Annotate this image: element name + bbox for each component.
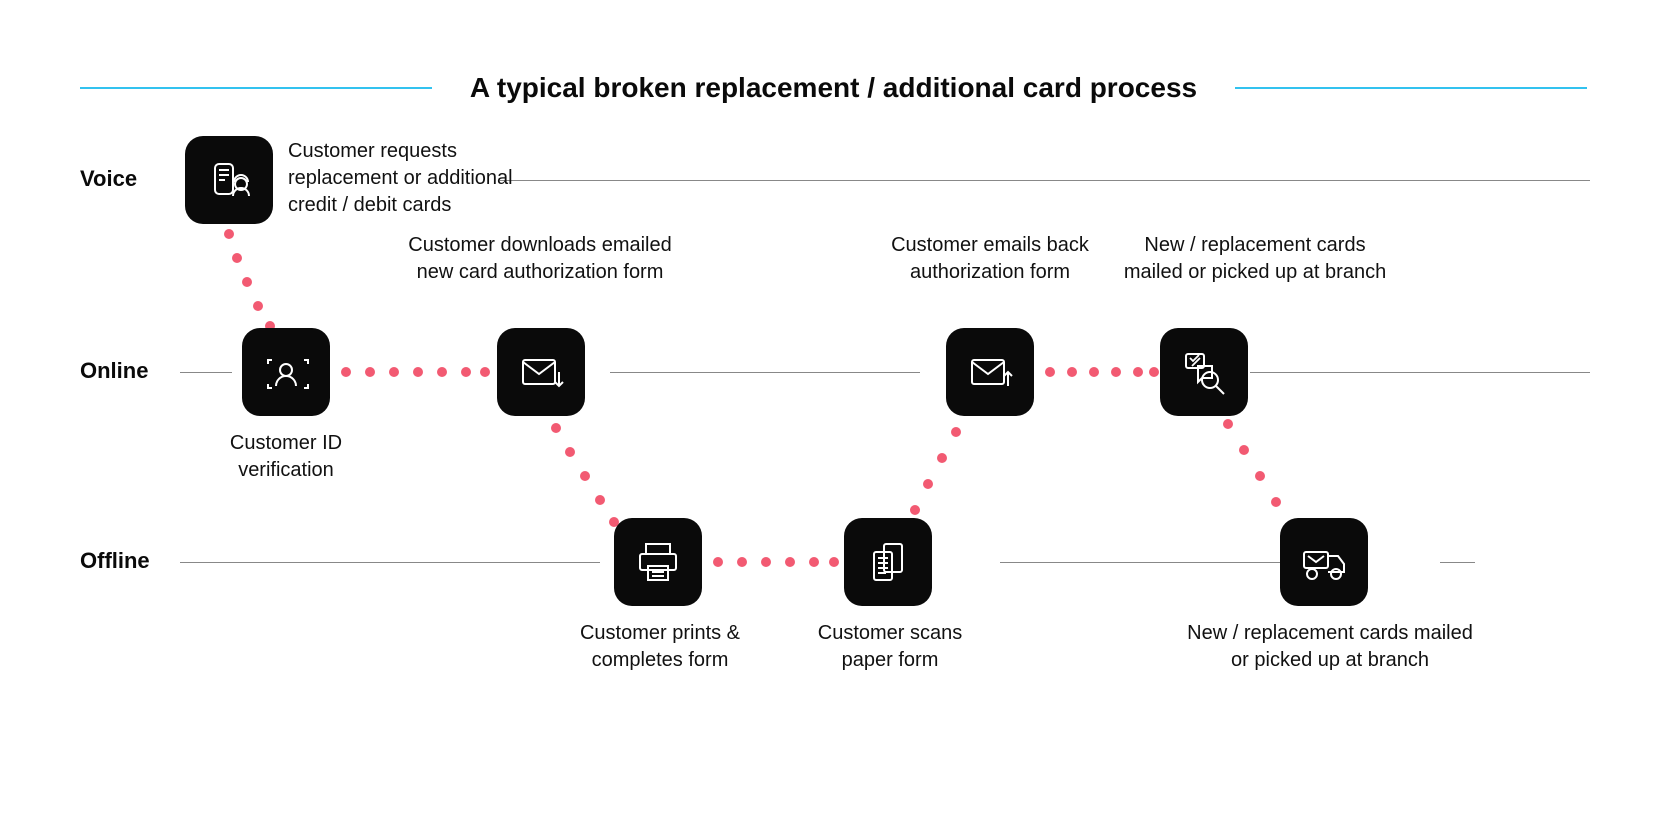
connector-dot <box>1255 471 1265 481</box>
step-label-n7: New / replacement cards mailed or picked… <box>1115 232 1395 286</box>
printer-icon <box>630 534 686 590</box>
connector-dot <box>1133 367 1143 377</box>
step-node-n8 <box>1280 518 1368 606</box>
connector-dot <box>809 557 819 567</box>
headset-doc-icon <box>201 152 257 208</box>
step-label-n6: Customer emails back authorization form <box>870 232 1110 286</box>
title-row: A typical broken replacement / additiona… <box>60 72 1607 104</box>
step-label-n1: Customer requests replacement or additio… <box>288 138 538 219</box>
step-label-n8: New / replacement cards mailed or picked… <box>1180 620 1480 674</box>
connector-dot <box>1223 419 1233 429</box>
connector-dot <box>737 557 747 567</box>
connector-dot <box>829 557 839 567</box>
mobile-scan-icon <box>860 534 916 590</box>
connector-dot <box>1067 367 1077 377</box>
connector-dot <box>1239 445 1249 455</box>
connector-dot <box>1271 497 1281 507</box>
connector-dot <box>242 277 252 287</box>
connector-dot <box>253 301 263 311</box>
step-node-n3 <box>497 328 585 416</box>
connector-dot <box>1149 367 1159 377</box>
step-label-n3: Customer downloads emailed new card auth… <box>390 232 690 286</box>
connector-dot <box>365 367 375 377</box>
connector-dot <box>713 557 723 567</box>
connector-dot <box>923 479 933 489</box>
connector-dot <box>389 367 399 377</box>
step-node-n7 <box>1160 328 1248 416</box>
step-label-n5: Customer scans paper form <box>800 620 980 674</box>
step-node-n6 <box>946 328 1034 416</box>
lane-line-voice <box>500 180 1590 181</box>
connector-dot <box>761 557 771 567</box>
connector-dot <box>595 495 605 505</box>
connector-dot <box>910 505 920 515</box>
connector-dot <box>951 427 961 437</box>
lane-line-offline <box>1440 562 1475 563</box>
connector-dot <box>580 471 590 481</box>
step-label-n4: Customer prints & completes form <box>560 620 760 674</box>
connector-dot <box>413 367 423 377</box>
connector-dot <box>1111 367 1121 377</box>
step-node-n2 <box>242 328 330 416</box>
lane-line-online <box>180 372 232 373</box>
review-icon <box>1176 344 1232 400</box>
lane-line-offline <box>1000 562 1280 563</box>
lane-line-online <box>610 372 920 373</box>
connector-dot <box>232 253 242 263</box>
connector-dot <box>565 447 575 457</box>
lane-line-offline <box>180 562 600 563</box>
step-label-n2: Customer ID verification <box>196 430 376 484</box>
mail-down-icon <box>513 344 569 400</box>
id-scan-icon <box>258 344 314 400</box>
step-node-n4 <box>614 518 702 606</box>
connector-dot <box>341 367 351 377</box>
lane-label-offline: Offline <box>80 548 150 574</box>
lane-label-voice: Voice <box>80 166 137 192</box>
title-rule-right <box>1235 87 1587 89</box>
truck-icon <box>1296 534 1352 590</box>
connector-dot <box>1045 367 1055 377</box>
step-node-n5 <box>844 518 932 606</box>
connector-dot <box>480 367 490 377</box>
diagram-title: A typical broken replacement / additiona… <box>452 72 1215 104</box>
connector-dot <box>437 367 447 377</box>
connector-dot <box>551 423 561 433</box>
connector-dot <box>937 453 947 463</box>
connector-dot <box>1089 367 1099 377</box>
mail-up-icon <box>962 344 1018 400</box>
connector-dot <box>461 367 471 377</box>
connector-dot <box>224 229 234 239</box>
connector-dot <box>785 557 795 567</box>
step-node-n1 <box>185 136 273 224</box>
title-rule-left <box>80 87 432 89</box>
lane-label-online: Online <box>80 358 148 384</box>
lane-line-online <box>1250 372 1590 373</box>
